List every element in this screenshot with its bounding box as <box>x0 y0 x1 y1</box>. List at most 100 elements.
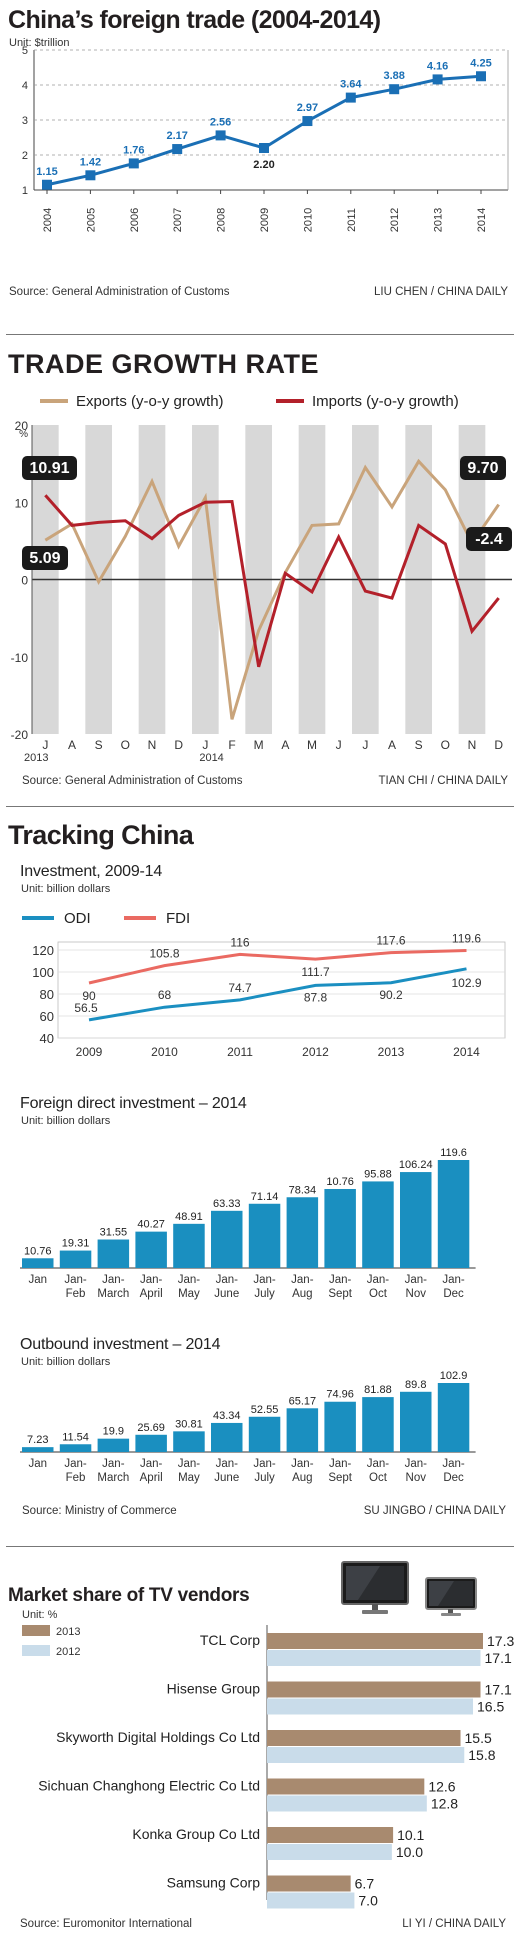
trade-unit-label: Unit: $trillion <box>9 37 70 49</box>
vendor-label: Sichuan Changhong Electric Co Ltd <box>38 1778 260 1794</box>
y-tick-label: -20 <box>11 728 29 742</box>
tv-unit: Unit: % <box>22 1609 58 1621</box>
bar-2013 <box>267 1875 351 1892</box>
x-tick-label: Jan- <box>405 1458 428 1470</box>
bar-label: 17.3 <box>487 1633 514 1649</box>
data-point <box>85 170 96 181</box>
imports-end-callout-box <box>466 527 512 551</box>
bar <box>400 1172 432 1268</box>
odi-unit: Unit: billion dollars <box>21 1356 111 1368</box>
bar <box>437 1383 470 1452</box>
y-unit-label: % <box>19 429 28 440</box>
bar-label: 6.7 <box>355 1876 375 1892</box>
data-point <box>345 92 356 103</box>
data-label: 102.9 <box>451 976 481 990</box>
vendor-label: TCL Corp <box>200 1632 260 1648</box>
x-tick-label: 2006 <box>129 208 141 232</box>
x-tick-label: March <box>97 1288 129 1300</box>
divider <box>6 1546 514 1547</box>
bar-2012 <box>267 1650 481 1666</box>
x-tick-label: Feb <box>66 1288 86 1300</box>
bar-label: 74.96 <box>326 1389 354 1401</box>
bar <box>362 1181 394 1268</box>
bar <box>97 1438 130 1452</box>
data-label: 2.17 <box>166 130 187 142</box>
legend-label: 2013 <box>56 1626 80 1638</box>
x-tick-label: Nov <box>406 1288 427 1300</box>
x-tick-label: Jan- <box>102 1274 125 1286</box>
tv-small-icon <box>424 1576 478 1623</box>
bar-label: 25.69 <box>137 1422 165 1434</box>
bar-label: 10.76 <box>326 1176 354 1188</box>
x-tick-label: Jan <box>28 1274 47 1286</box>
x-tick-label: 2007 <box>172 208 184 232</box>
y-tick-label: 40 <box>40 1031 54 1046</box>
bar <box>286 1197 319 1268</box>
x-tick-label: March <box>97 1472 129 1484</box>
x-tick-label: Jan- <box>253 1458 276 1470</box>
bar-label: 19.9 <box>103 1426 124 1438</box>
x-tick-label: Jan- <box>367 1458 390 1470</box>
vendor-label: Skyworth Digital Holdings Co Ltd <box>56 1729 260 1745</box>
x-tick-label: May <box>178 1472 200 1484</box>
bar-label: 16.5 <box>477 1699 504 1715</box>
bar-label: 7.23 <box>27 1434 48 1446</box>
x-tick-label: J <box>362 738 368 752</box>
x-tick-label: April <box>140 1472 163 1484</box>
x-tick-label: Jan- <box>291 1458 314 1470</box>
exports-end-callout: 9.70 <box>467 460 498 477</box>
x-tick-label: O <box>121 738 130 752</box>
x-tick-label: Jan- <box>329 1274 352 1286</box>
bar-label: 48.91 <box>175 1211 203 1223</box>
bar <box>22 1258 54 1268</box>
bar-label: 106.24 <box>399 1159 433 1171</box>
x-tick-label: Jan- <box>253 1274 276 1286</box>
trade-chart-title: China’s foreign trade (2004-2014) <box>8 6 381 34</box>
y-tick-label: 80 <box>40 987 54 1002</box>
x-tick-label: Jan- <box>216 1458 239 1470</box>
x-tick-label: N <box>468 738 477 752</box>
x-tick-label: M <box>307 738 317 752</box>
y-tick-label: 1 <box>22 185 28 197</box>
data-label: 90.2 <box>379 988 403 1002</box>
x-tick-label: O <box>441 738 450 752</box>
x-tick-label: 2011 <box>227 1045 253 1059</box>
legend-label: ODI <box>64 910 91 927</box>
data-label: 87.8 <box>304 990 328 1004</box>
trade-growth-line-chart: Exports (y-o-y growth) Imports (y-o-y gro… <box>11 393 512 764</box>
data-label: 117.6 <box>376 934 405 948</box>
imports-line <box>44 494 500 668</box>
investment-unit: Unit: billion dollars <box>21 883 111 895</box>
y-tick-label: 4 <box>22 80 28 92</box>
data-point <box>42 179 52 190</box>
data-label: 90 <box>82 989 96 1003</box>
x-tick-label: 2010 <box>151 1045 178 1059</box>
x-tick-label: 2008 <box>216 208 228 232</box>
imports-start-callout: 10.91 <box>29 460 69 477</box>
year-label: 2014 <box>199 752 223 764</box>
trade-credit: LIU CHEN / CHINA DAILY <box>374 286 508 298</box>
x-tick-label: N <box>148 738 157 752</box>
tv-credit: LI YI / CHINA DAILY <box>402 1918 506 1930</box>
fdi-bar-chart: 10.76 Jan 19.31 Jan- Feb 31.55 Jan- March 40.27 J… <box>20 1147 476 1300</box>
bar-label: 95.88 <box>364 1168 392 1180</box>
legend-label: 2012 <box>56 1646 80 1658</box>
data-label: 56.5 <box>74 1001 98 1015</box>
data-label: 1.42 <box>80 156 101 168</box>
x-tick-label: 2014 <box>453 1045 480 1059</box>
x-tick-label: A <box>68 738 76 752</box>
x-tick-label: Dec <box>443 1472 464 1484</box>
x-tick-label: 2005 <box>85 208 97 232</box>
odi-line <box>88 967 467 1022</box>
odi-subtitle: Outbound investment – 2014 <box>20 1336 221 1353</box>
x-tick-label: Jan- <box>102 1458 125 1470</box>
data-label: 68 <box>158 988 172 1002</box>
bar <box>22 1447 54 1452</box>
bar-label: 78.34 <box>289 1184 317 1196</box>
bar-label: 43.34 <box>213 1410 241 1422</box>
x-tick-label: 2010 <box>302 208 314 232</box>
bar-label: 15.5 <box>465 1730 492 1746</box>
tv-source: Source: Euromonitor International <box>20 1918 192 1930</box>
data-label: 111.7 <box>301 965 330 979</box>
